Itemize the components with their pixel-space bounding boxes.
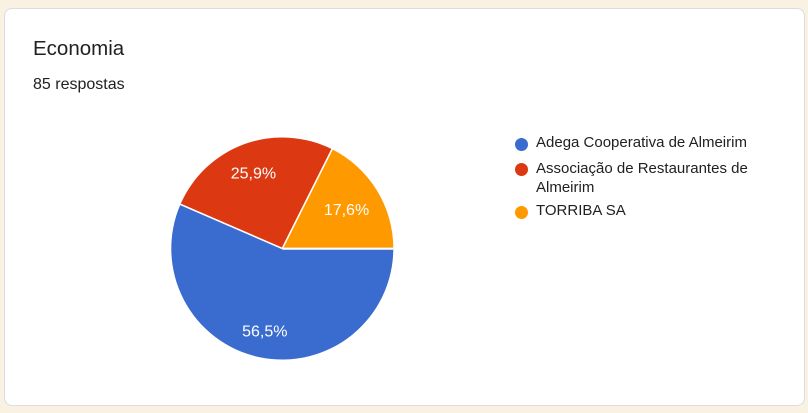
svg-text:17,6%: 17,6% <box>324 202 369 219</box>
svg-text:25,9%: 25,9% <box>231 165 276 182</box>
svg-text:56,5%: 56,5% <box>242 323 287 340</box>
